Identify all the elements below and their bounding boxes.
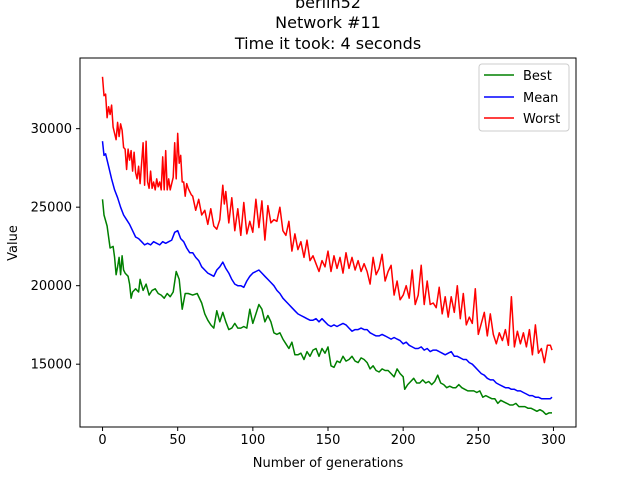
chart-title-line-3: Time it took: 4 seconds <box>234 34 421 53</box>
x-tick-label: 0 <box>98 433 106 448</box>
x-tick-label: 50 <box>169 433 186 448</box>
chart-title-line-2: Network #11 <box>275 13 381 32</box>
plot-area <box>101 76 553 416</box>
series-line-worst <box>101 76 553 364</box>
x-tick-label: 200 <box>391 433 416 448</box>
series-line-best <box>101 199 552 416</box>
axis-ticks: 0 50 100 150 200 250 300 15000 20000 25000 30000 <box>31 122 566 448</box>
chart-title-line-1: berlin52 <box>295 0 361 12</box>
y-axis-label: Value <box>6 225 21 261</box>
x-tick-label: 100 <box>240 433 265 448</box>
y-tick-label: 25000 <box>31 201 72 216</box>
x-tick-label: 250 <box>466 433 491 448</box>
x-tick-label: 150 <box>316 433 341 448</box>
legend-frame <box>478 63 570 132</box>
y-tick-label: 20000 <box>31 279 72 294</box>
legend: Best Mean Worst <box>478 63 570 132</box>
y-tick-label: 30000 <box>31 122 72 137</box>
legend-label-best: Best <box>523 69 552 84</box>
series-line-mean <box>101 141 553 400</box>
legend-label-worst: Worst <box>523 112 560 127</box>
x-tick-label: 300 <box>541 433 566 448</box>
y-tick-label: 15000 <box>31 358 72 373</box>
x-axis-label: Number of generations <box>253 456 404 471</box>
plot-frame <box>79 57 577 428</box>
legend-label-mean: Mean <box>523 91 558 106</box>
